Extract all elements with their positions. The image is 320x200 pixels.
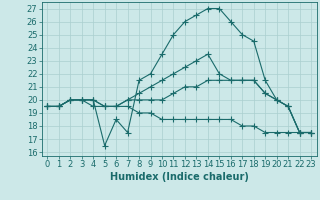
X-axis label: Humidex (Indice chaleur): Humidex (Indice chaleur): [110, 172, 249, 182]
